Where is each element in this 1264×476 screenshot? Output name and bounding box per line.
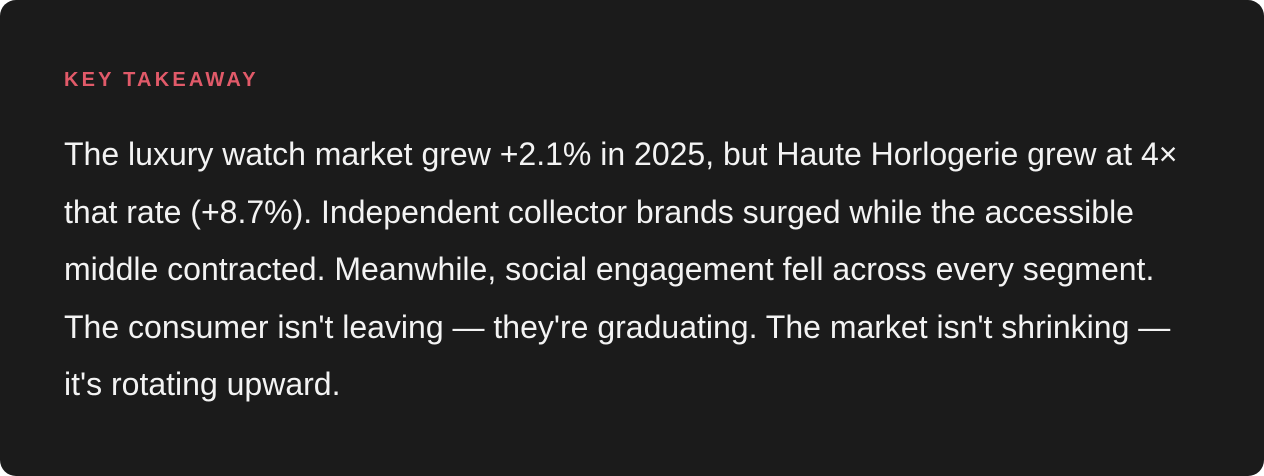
key-takeaway-label: KEY TAKEAWAY bbox=[64, 69, 259, 91]
key-takeaway-body: The luxury watch market grew +2.1% in 20… bbox=[64, 136, 1178, 402]
